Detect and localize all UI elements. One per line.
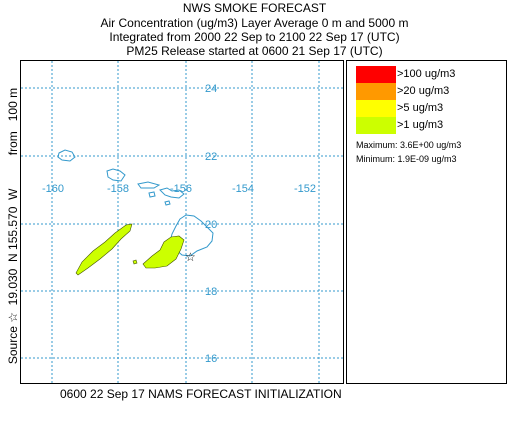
island-molokai [137, 181, 161, 189]
forecast-map: 24 22 20 18 16 -160 -158 -156 -154 -152 … [21, 61, 343, 383]
plume-main [142, 235, 185, 269]
legend-label-100: >100 ug/m3 [397, 68, 456, 80]
plume-fragment [132, 259, 138, 265]
island-kauai [57, 149, 76, 162]
smoke-plume [75, 223, 185, 276]
lat-label-16: 16 [205, 353, 217, 365]
island-lanai [148, 191, 156, 198]
subtitle-integration: Integrated from 2000 22 Sep to 2100 22 S… [109, 30, 400, 44]
lat-label-22: 22 [205, 151, 217, 163]
lon-label-160: -160 [42, 183, 64, 195]
release-height: from 100 m [6, 87, 20, 156]
map-panel: 24 22 20 18 16 -160 -158 -156 -154 -152 … [20, 60, 344, 384]
plume-western [75, 223, 133, 276]
legend-swatch-20 [356, 83, 396, 100]
source-coordinates: Source ☆ 19.030 N 155.570 W [6, 188, 20, 365]
subtitle-concentration: Air Concentration (ug/m3) Layer Average … [100, 16, 409, 30]
forecast-initialization-label: 0600 22 Sep 17 NAMS FORECAST INITIALIZAT… [60, 387, 342, 401]
legend-label-5: >5 ug/m3 [397, 102, 444, 114]
island-kahoolawe [164, 200, 171, 206]
lon-label-154: -154 [232, 183, 254, 195]
legend-label-1: >1 ug/m3 [397, 119, 444, 131]
lon-label-158: -158 [107, 183, 129, 195]
legend-swatch-100 [356, 66, 396, 83]
lon-label-156: -156 [170, 183, 192, 195]
source-location-label: Source ☆ 19.030 N 155.570 W from 100 m [5, 26, 21, 426]
maximum-value: Maximum: 3.6E+00 ug/m3 [356, 140, 462, 150]
island-oahu [106, 168, 126, 182]
lat-label-20: 20 [205, 219, 217, 231]
lon-label-152: -152 [294, 183, 316, 195]
island-maui [159, 187, 185, 199]
lat-lon-grid [21, 61, 343, 383]
legend-label-20: >20 ug/m3 [397, 85, 450, 97]
legend-swatch-5 [356, 100, 396, 117]
subtitle-release: PM25 Release started at 0600 21 Sep 17 (… [126, 44, 383, 58]
forecast-title: NWS SMOKE FORECAST [182, 1, 327, 15]
lat-label-24: 24 [205, 83, 217, 95]
legend-panel: >100 ug/m3 >20 ug/m3 >5 ug/m3 >1 ug/m3 M… [346, 60, 507, 384]
legend-swatch-1 [356, 117, 396, 134]
coastlines [57, 149, 214, 257]
lat-label-18: 18 [205, 286, 217, 298]
star-icon: ☆ [185, 250, 196, 264]
minimum-value: Minimum: 1.9E-09 ug/m3 [356, 154, 457, 164]
